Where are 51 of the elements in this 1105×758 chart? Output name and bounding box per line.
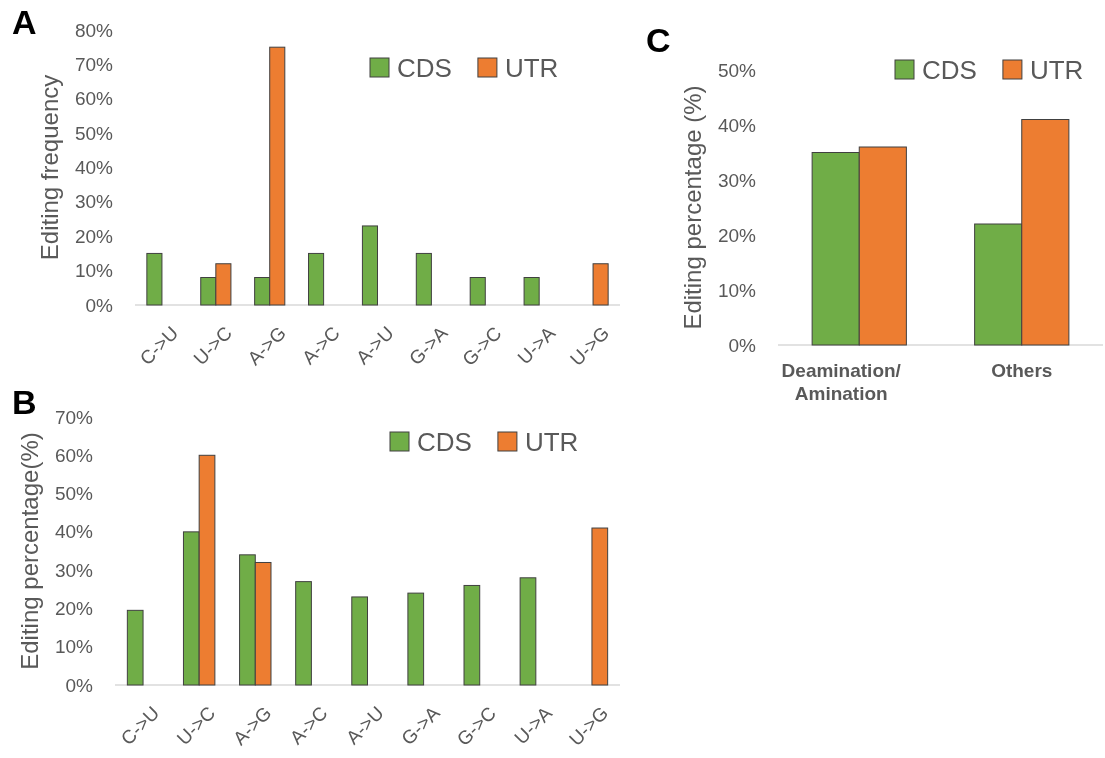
y-tick-label: 70% <box>74 53 114 75</box>
bar <box>591 527 609 686</box>
legend-label: CDS <box>922 55 977 86</box>
y-tick-label: 0% <box>728 334 757 356</box>
chart-title: A <box>12 3 37 41</box>
legend-label: UTR <box>524 427 579 458</box>
bar <box>592 263 609 306</box>
y-tick-label: 30% <box>54 559 94 581</box>
y-axis-title: Editing percentage(%) <box>16 432 44 670</box>
bar <box>146 252 163 306</box>
bar <box>308 252 325 306</box>
legend-label: UTR <box>1029 55 1084 86</box>
legend-label: CDS <box>397 53 452 84</box>
y-axis-title: Editing frequency <box>36 74 64 261</box>
chart-title: C <box>646 21 671 59</box>
y-tick-label: 0% <box>85 294 114 316</box>
y-tick-label: 40% <box>54 521 94 543</box>
chart-title: B <box>12 383 37 421</box>
y-tick-label: 0% <box>65 674 94 696</box>
y-tick-label: 80% <box>74 19 114 41</box>
bar <box>415 252 432 306</box>
y-tick-label: 50% <box>54 483 94 505</box>
legend-label: CDS <box>417 427 472 458</box>
y-tick-label: 50% <box>74 122 114 144</box>
x-tick-label: Others <box>991 360 1053 381</box>
y-tick-label: 20% <box>717 224 757 246</box>
y-tick-label: 60% <box>54 444 94 466</box>
x-tick-label: Deamination/ Amination <box>781 360 902 404</box>
bar <box>295 581 312 686</box>
bar <box>523 277 540 306</box>
y-tick-label: 30% <box>717 169 757 191</box>
y-tick-label: 30% <box>74 191 114 213</box>
bar <box>361 225 378 306</box>
y-tick-label: 40% <box>717 114 757 136</box>
y-axis-title: Editing percentage (%) <box>679 85 707 330</box>
legend-label: UTR <box>504 53 559 84</box>
y-tick-label: 10% <box>54 636 94 658</box>
bar <box>407 592 425 686</box>
bar <box>519 577 537 686</box>
y-tick-label: 20% <box>74 225 114 247</box>
bar <box>463 584 481 686</box>
y-tick-label: 60% <box>74 88 114 110</box>
y-tick-label: 10% <box>717 279 757 301</box>
y-tick-label: 50% <box>717 59 757 81</box>
bar <box>126 609 144 686</box>
y-tick-label: 20% <box>54 598 94 620</box>
bar <box>469 277 486 306</box>
y-tick-label: 40% <box>74 157 114 179</box>
bar <box>351 596 368 686</box>
y-tick-label: 10% <box>74 260 114 282</box>
y-tick-label: 70% <box>54 406 94 428</box>
